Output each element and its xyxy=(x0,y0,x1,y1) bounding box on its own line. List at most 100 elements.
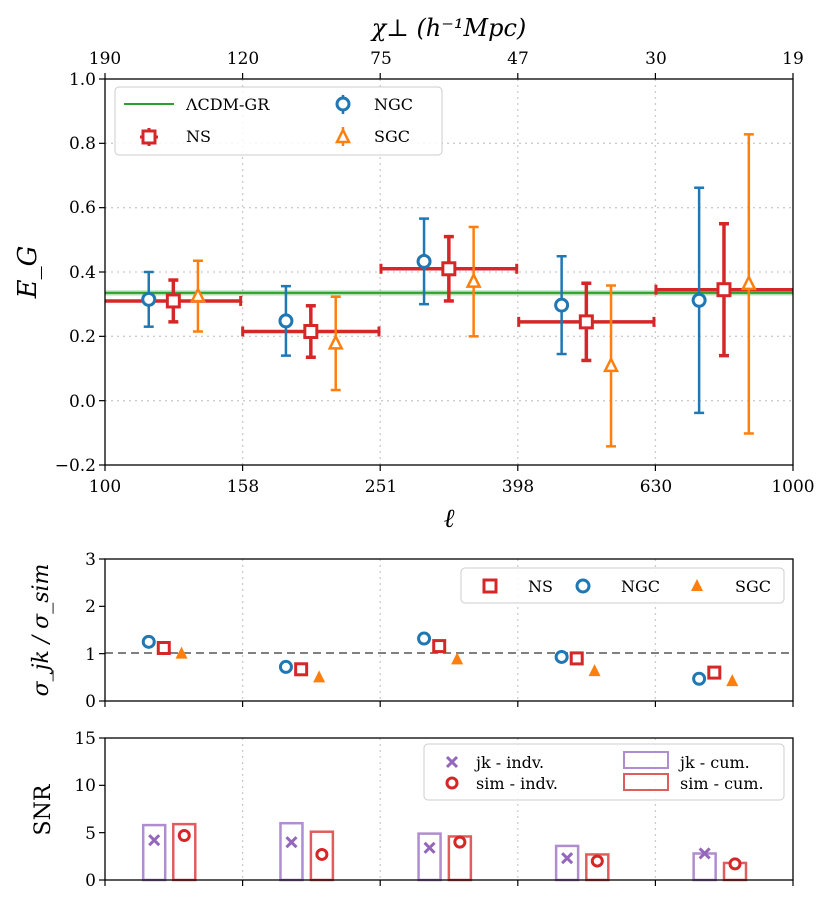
snr-y-ticks: 0 5 10 15 xyxy=(74,729,96,891)
snr-points xyxy=(148,829,742,871)
snr-ytick-label: 0 xyxy=(85,871,96,891)
eg-toptick-label: 30 xyxy=(645,49,667,69)
sgc-point xyxy=(189,286,206,303)
ns-ratio-point xyxy=(432,639,447,654)
ngc-ratio-point xyxy=(692,671,707,686)
snr-legend: jk - indv. sim - indv. jk - cum. sim - c… xyxy=(423,743,785,801)
ratio-legend: NS NGC SGC xyxy=(460,567,785,604)
ngc-point xyxy=(554,297,570,313)
jk-cum-bar xyxy=(417,832,442,882)
eg-points xyxy=(105,133,793,448)
snr-legend-jk-indv-label: jk - indv. xyxy=(474,753,544,772)
ns-point xyxy=(578,314,594,330)
eg-top-axis-label: χ⊥ (h⁻¹Mpc) xyxy=(370,14,527,42)
eg-top-ticks: 190 120 75 47 30 19 xyxy=(89,49,804,69)
jk-indv-point xyxy=(285,836,298,849)
ns-point xyxy=(303,324,319,340)
eg-xtick-label: 100 xyxy=(89,477,121,497)
sgc-point xyxy=(327,333,344,350)
ns-point xyxy=(165,293,181,309)
ratio-legend-ns-swatch xyxy=(482,578,498,594)
ngc-point xyxy=(416,253,432,269)
snr-legend-sim-indv-label: sim - indv. xyxy=(476,774,558,793)
ns-ratio-point xyxy=(294,662,309,677)
snr-legend-sim-indv-swatch xyxy=(445,776,459,790)
legend-model-label: ΛCDM-GR xyxy=(185,95,270,114)
ngc-ratio-point xyxy=(554,649,569,664)
ns-legend-marker xyxy=(141,129,157,145)
ratio-legend-sgc-label: SGC xyxy=(735,577,771,596)
ratio-legend-ngc-marker xyxy=(575,578,591,594)
jk-cum-bar xyxy=(141,823,167,882)
sgc-ratio-point xyxy=(313,670,326,683)
eg-ytick-label: −0.2 xyxy=(55,456,96,476)
legend-ngc-swatch xyxy=(335,95,351,114)
ratio-ytick-label: 2 xyxy=(85,597,96,617)
ngc-point xyxy=(691,292,707,308)
sim-indv-point xyxy=(590,854,604,868)
eg-ytick-label: 0.4 xyxy=(69,263,96,283)
eg-xtick-label: 398 xyxy=(502,477,534,497)
eg-ytick-label: 1.0 xyxy=(69,70,96,90)
legend-ns-swatch xyxy=(140,128,158,146)
jk-cum-bar xyxy=(279,821,304,882)
eg-xtick-label: 251 xyxy=(365,477,397,497)
ratio-legend-ngc-label: NGC xyxy=(621,577,660,596)
snr-legend-jk-indv-marker xyxy=(445,755,459,769)
eg-xtick-label: 1000 xyxy=(771,477,814,497)
snr-legend-jk-cum-label: jk - cum. xyxy=(678,753,750,772)
eg-y-axis-label: E_G xyxy=(13,246,43,300)
eg-ytick-label: 0.0 xyxy=(69,392,96,412)
eg-toptick-label: 19 xyxy=(782,49,804,69)
snr-ytick-label: 15 xyxy=(74,729,96,749)
sim-indv-point xyxy=(453,835,467,849)
sim-indv-point xyxy=(177,829,191,843)
eg-toptick-label: 190 xyxy=(89,49,121,69)
eg-panel: −0.2 0.0 0.2 0.4 0.6 0.8 1.0 100 158 251… xyxy=(13,14,815,534)
ns-ratio-point xyxy=(156,640,171,655)
ratio-ytick-label: 1 xyxy=(85,645,96,665)
ratio-panel: 0 1 2 3 σ_jk / σ_sim NS NGC SGC xyxy=(29,550,794,712)
snr-legend-sim-cum-label: sim - cum. xyxy=(680,774,764,793)
ratio-legend-ns-marker xyxy=(482,578,498,594)
ratio-legend-ns-label: NS xyxy=(528,577,553,596)
ns-point xyxy=(716,282,732,298)
jk-indv-point xyxy=(561,852,574,865)
snr-ytick-label: 5 xyxy=(85,824,96,844)
sim-indv-point xyxy=(315,847,329,861)
ratio-y-ticks: 0 1 2 3 xyxy=(85,550,96,712)
jk-indv-point xyxy=(148,834,161,847)
snr-legend-sim-cum-swatch xyxy=(623,773,669,791)
legend-ngc-label: NGC xyxy=(374,95,413,114)
ns-ratio-point xyxy=(707,665,722,680)
eg-xtick-label: 158 xyxy=(227,477,259,497)
ratio-legend-sgc-swatch xyxy=(691,579,703,591)
ratio-ytick-label: 0 xyxy=(85,692,96,712)
sim-indv-point xyxy=(728,857,742,871)
ngc-legend-marker xyxy=(335,96,351,112)
jk-cum-bar xyxy=(554,844,580,882)
ns-point xyxy=(441,261,457,277)
snr-legend-box xyxy=(423,743,785,801)
eg-toptick-label: 120 xyxy=(227,49,259,69)
snr-frame xyxy=(104,737,794,881)
snr-panel: 0 5 10 15 SNR jk - indv. sim - indv. jk … xyxy=(31,729,794,891)
ratio-frame xyxy=(104,558,794,702)
legend-sgc-swatch xyxy=(334,127,352,146)
ratio-tick-marks xyxy=(99,558,794,707)
eg-tick-marks xyxy=(99,73,794,471)
ratio-points xyxy=(141,631,739,687)
snr-ytick-label: 10 xyxy=(74,776,96,796)
jk-indv-point xyxy=(698,847,711,860)
eg-ytick-label: 0.6 xyxy=(69,198,96,218)
sgc-ratio-point xyxy=(726,674,739,687)
eg-legend: ΛCDM-GR NS NGC SGC xyxy=(114,86,443,156)
eg-x-axis-label: ℓ xyxy=(444,504,455,534)
eg-ytick-label: 0.2 xyxy=(69,327,96,347)
eg-toptick-label: 75 xyxy=(370,49,392,69)
eg-x-ticks: 100 158 251 398 630 1000 xyxy=(89,477,815,497)
ratio-legend-sgc-marker xyxy=(691,579,703,591)
legend-sgc-label: SGC xyxy=(374,127,410,146)
sgc-ratio-point xyxy=(588,664,601,677)
